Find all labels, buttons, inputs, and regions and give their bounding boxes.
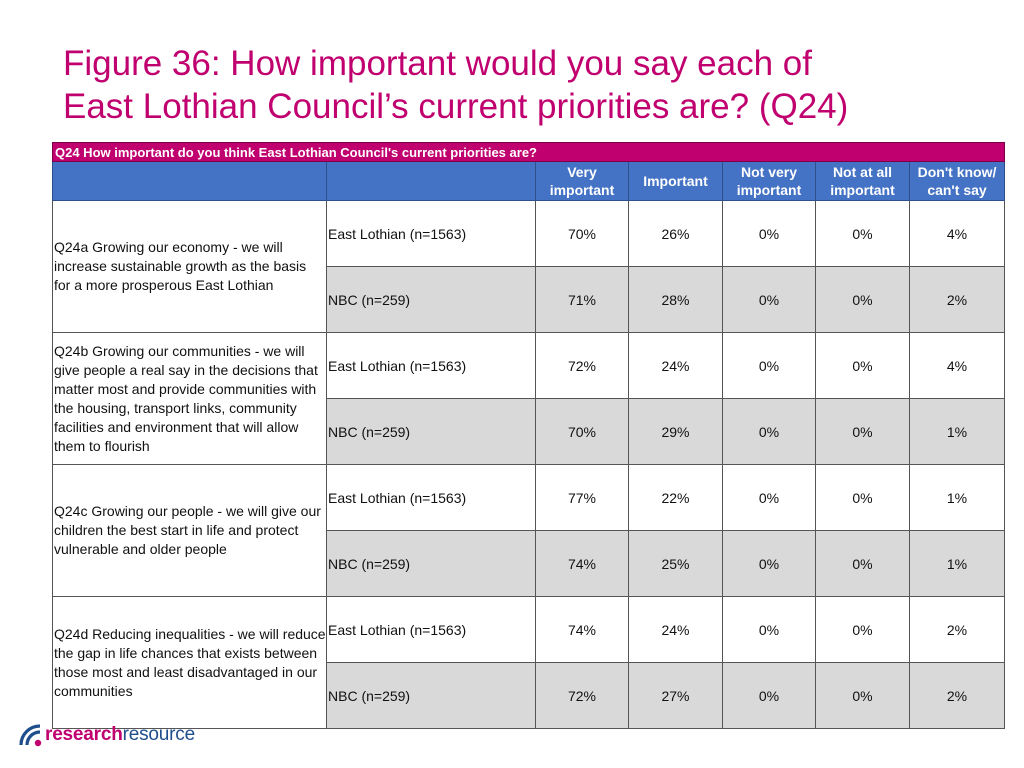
group-label: East Lothian (n=1563) [326, 464, 536, 531]
value-cell: 25% [628, 530, 723, 597]
question-label-q24b: Q24b Growing our communities - we will g… [52, 332, 327, 465]
value-cell: 22% [628, 464, 723, 531]
table-row: NBC (n=259) 72% 27% 0% 0% 2% [53, 662, 1006, 729]
results-table: Q24 How important do you think East Loth… [51, 142, 1006, 729]
value-cell: 0% [722, 596, 816, 663]
value-cell: 71% [535, 266, 629, 333]
value-cell: 0% [815, 662, 910, 729]
value-cell: 24% [628, 332, 723, 399]
value-cell: 1% [908, 398, 1006, 465]
value-cell: 0% [815, 332, 910, 399]
header-very-important: Very important [535, 161, 629, 201]
value-cell: 74% [535, 530, 629, 597]
value-cell: 0% [722, 266, 816, 333]
table-row: Q24a Growing our economy - we will incre… [52, 200, 1006, 333]
value-cell: 72% [535, 662, 629, 729]
value-cell: 70% [535, 200, 629, 267]
header-blank-group [326, 161, 536, 201]
header-important: Important [628, 161, 723, 201]
value-cell: 28% [628, 266, 723, 333]
value-cell: 74% [535, 596, 629, 663]
value-cell: 29% [628, 398, 723, 465]
value-cell: 0% [722, 332, 816, 399]
research-resource-logo: researchresource [18, 723, 195, 747]
table-row: Q24b Growing our communities - we will g… [52, 332, 1006, 465]
logo-text: researchresource [45, 724, 195, 745]
group-label: East Lothian (n=1563) [326, 596, 536, 663]
value-cell: 27% [628, 662, 723, 729]
table-row: Q24c Growing our people - we will give o… [52, 464, 1006, 597]
header-not-very-important: Not very important [722, 161, 816, 201]
value-cell: 0% [722, 464, 816, 531]
group-label: NBC (n=259) [326, 662, 536, 729]
value-cell: 4% [908, 332, 1006, 399]
table-row: NBC (n=259) 71% 28% 0% 0% 2% [53, 266, 1006, 333]
title-line-2: East Lothian Council’s current prioritie… [63, 87, 849, 126]
question-row: Q24 How important do you think East Loth… [51, 142, 1006, 162]
value-cell: 70% [535, 398, 629, 465]
value-cell: 2% [908, 596, 1006, 663]
group-label: NBC (n=259) [326, 530, 536, 597]
header-blank-item [52, 161, 327, 201]
logo-arcs-icon [19, 724, 42, 747]
value-cell: 0% [722, 398, 816, 465]
question-label-q24d: Q24d Reducing inequalities - we will red… [52, 596, 327, 729]
question-label-q24a: Q24a Growing our economy - we will incre… [52, 200, 327, 333]
question-label-q24c: Q24c Growing our people - we will give o… [52, 464, 327, 597]
table-row: NBC (n=259) 74% 25% 0% 0% 1% [53, 530, 1006, 597]
value-cell: 0% [815, 266, 910, 333]
header-dont-know: Don't know/can't say [908, 161, 1006, 201]
value-cell: 0% [722, 662, 816, 729]
title-line-1: Figure 36: How important would you say e… [63, 44, 812, 83]
value-cell: 0% [815, 398, 910, 465]
group-label: East Lothian (n=1563) [326, 332, 536, 399]
value-cell: 1% [908, 530, 1006, 597]
table-row: NBC (n=259) 70% 29% 0% 0% 1% [53, 398, 1006, 465]
value-cell: 72% [535, 332, 629, 399]
group-label: East Lothian (n=1563) [326, 200, 536, 267]
value-cell: 4% [908, 200, 1006, 267]
value-cell: 0% [722, 200, 816, 267]
value-cell: 0% [815, 530, 910, 597]
value-cell: 2% [908, 662, 1006, 729]
value-cell: 26% [628, 200, 723, 267]
header-row: Very important Important Not very importan… [52, 161, 1006, 201]
group-label: NBC (n=259) [326, 266, 536, 333]
value-cell: 24% [628, 596, 723, 663]
value-cell: 77% [535, 464, 629, 531]
question-text: Q24 How important do you think East Loth… [51, 142, 1006, 162]
value-cell: 0% [722, 530, 816, 597]
group-label: NBC (n=259) [326, 398, 536, 465]
value-cell: 2% [908, 266, 1006, 333]
page-title: Figure 36: How important would you say e… [63, 42, 963, 128]
value-cell: 0% [815, 200, 910, 267]
table-row: Q24d Reducing inequalities - we will red… [52, 596, 1006, 729]
header-not-at-all-important: Not at all important [815, 161, 910, 201]
value-cell: 0% [815, 596, 910, 663]
value-cell: 1% [908, 464, 1006, 531]
value-cell: 0% [815, 464, 910, 531]
